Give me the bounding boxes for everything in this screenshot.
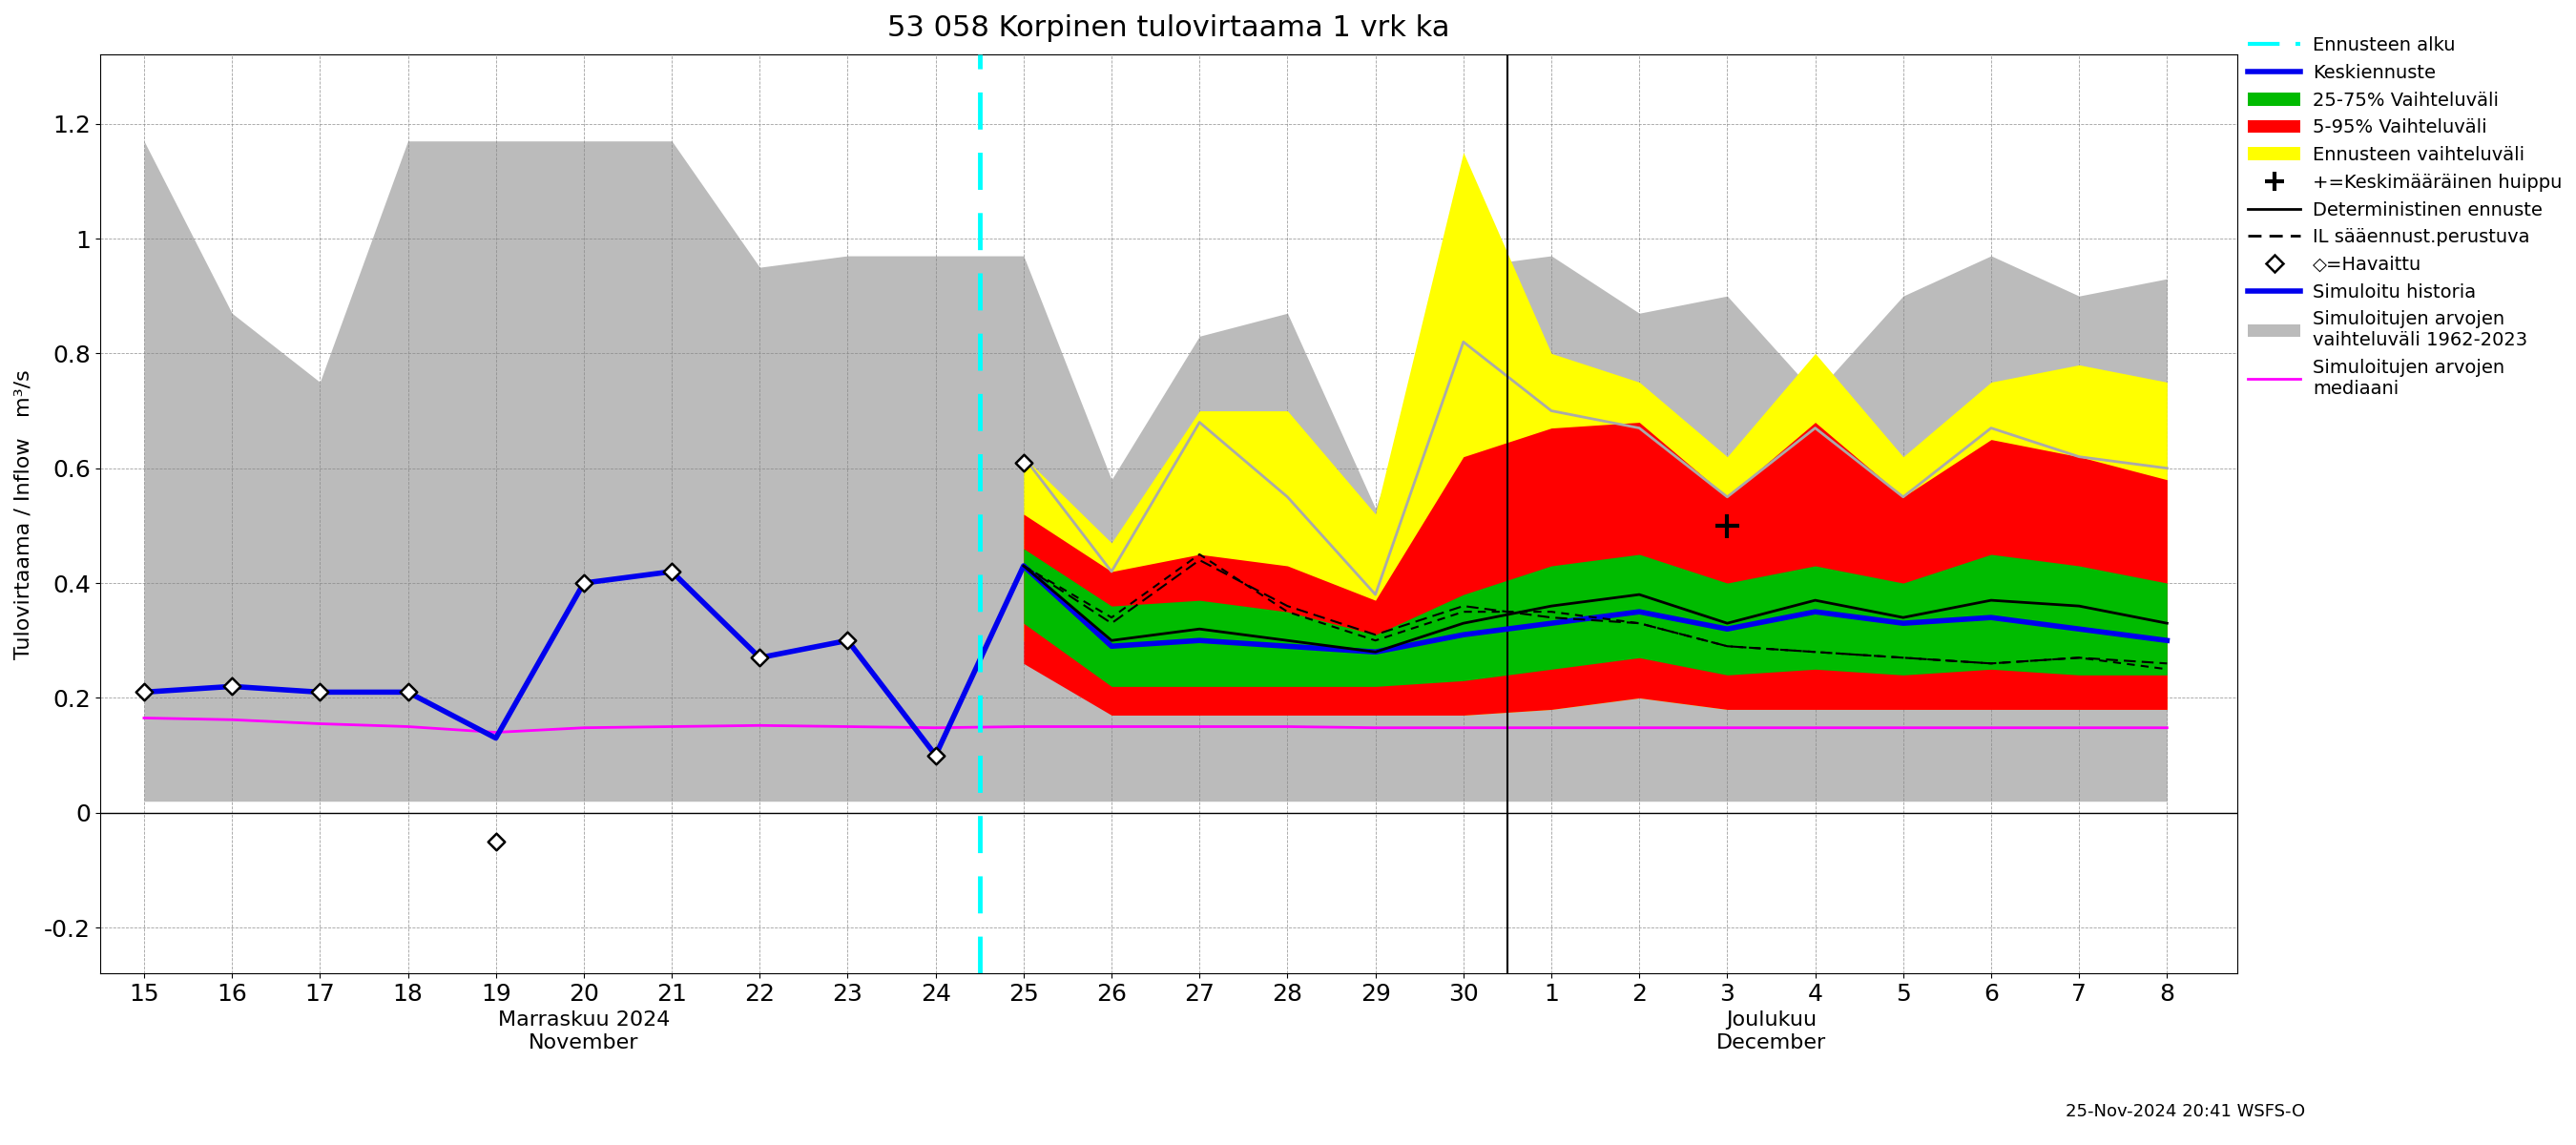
- Point: [827, 631, 868, 649]
- Text: Marraskuu 2024
November: Marraskuu 2024 November: [497, 1011, 670, 1052]
- Point: [299, 682, 340, 701]
- Legend: Ennusteen alku, Keskiennuste, 25-75% Vaihteluväli, 5-95% Vaihteluväli, Ennusteen: Ennusteen alku, Keskiennuste, 25-75% Vai…: [2249, 37, 2563, 398]
- Title: 53 058 Korpinen tulovirtaama 1 vrk ka: 53 058 Korpinen tulovirtaama 1 vrk ka: [889, 14, 1450, 42]
- Point: [474, 832, 515, 851]
- Point: [652, 562, 693, 581]
- Text: Joulukuu
December: Joulukuu December: [1716, 1011, 1826, 1052]
- Point: [211, 677, 252, 695]
- Text: 25-Nov-2024 20:41 WSFS-O: 25-Nov-2024 20:41 WSFS-O: [2066, 1103, 2306, 1120]
- Point: [386, 682, 428, 701]
- Point: [739, 648, 781, 666]
- Y-axis label: Tulovirtaama / Inflow   m³/s: Tulovirtaama / Inflow m³/s: [15, 369, 33, 660]
- Point: [124, 682, 165, 701]
- Point: [1002, 453, 1043, 472]
- Point: [914, 747, 956, 765]
- Point: [564, 574, 605, 592]
